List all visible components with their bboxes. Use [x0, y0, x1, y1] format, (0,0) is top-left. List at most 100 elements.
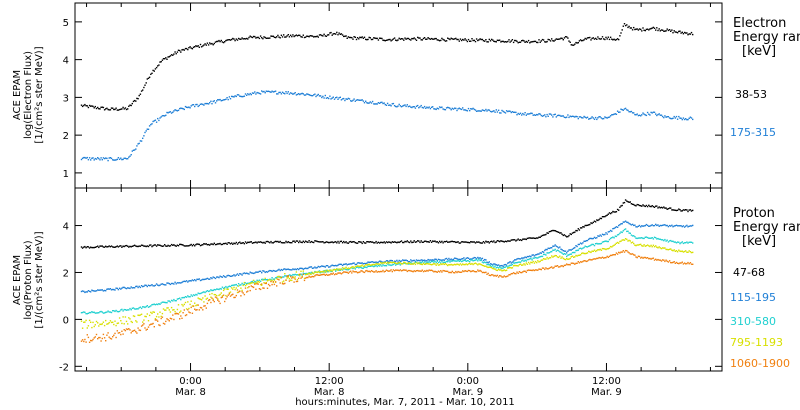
- data-point: [472, 241, 474, 243]
- data-point: [592, 221, 594, 224]
- data-point: [338, 97, 340, 99]
- data-point: [525, 271, 527, 273]
- data-point: [353, 98, 355, 100]
- data-point: [685, 225, 687, 227]
- x-tick-date: Mar. 8: [175, 387, 206, 398]
- data-point: [284, 268, 286, 270]
- data-point: [309, 266, 311, 268]
- data-point: [80, 158, 83, 161]
- data-point: [403, 39, 405, 41]
- data-point: [499, 112, 501, 114]
- data-point: [294, 241, 296, 243]
- data-point: [615, 226, 618, 228]
- data-point: [123, 108, 125, 110]
- data-point: [303, 267, 306, 270]
- data-point: [366, 39, 368, 41]
- data-point: [128, 317, 130, 319]
- data-point: [341, 272, 344, 274]
- data-point: [598, 256, 600, 259]
- data-point: [227, 98, 229, 101]
- data-point: [422, 270, 425, 273]
- data-point: [256, 279, 258, 281]
- data-point: [509, 266, 511, 269]
- data-point: [557, 250, 560, 252]
- data-point: [561, 265, 563, 267]
- data-point: [417, 259, 419, 262]
- data-point: [164, 323, 166, 325]
- data-point: [278, 36, 280, 38]
- data-point: [189, 107, 191, 109]
- data-point: [144, 84, 146, 86]
- data-point: [612, 114, 614, 116]
- data-point: [475, 271, 478, 273]
- data-point: [287, 241, 289, 243]
- data-point: [170, 299, 173, 302]
- data-point: [344, 271, 346, 273]
- data-point: [640, 237, 642, 239]
- data-point: [660, 247, 663, 250]
- data-point: [460, 258, 463, 260]
- data-point: [485, 262, 487, 264]
- data-point: [564, 250, 567, 252]
- data-point: [398, 259, 400, 262]
- data-point: [343, 35, 345, 38]
- data-point: [188, 311, 190, 313]
- data-point: [636, 256, 638, 259]
- data-point: [335, 241, 337, 243]
- data-point: [597, 243, 599, 245]
- data-point: [343, 263, 345, 266]
- data-point: [608, 212, 611, 214]
- data-point: [376, 265, 378, 268]
- data-point: [680, 250, 682, 253]
- data-point: [510, 273, 512, 275]
- data-point: [673, 115, 675, 118]
- data-point: [539, 260, 541, 263]
- data-point: [501, 40, 503, 43]
- data-point: [329, 274, 331, 276]
- data-point: [198, 309, 200, 311]
- data-point: [653, 236, 656, 238]
- data-point: [438, 259, 441, 261]
- data-point: [508, 265, 510, 267]
- data-point: [162, 301, 165, 303]
- data-point: [300, 270, 302, 272]
- data-point: [306, 273, 308, 276]
- data-point: [420, 240, 422, 242]
- data-point: [280, 268, 283, 271]
- data-point: [374, 265, 376, 267]
- data-point: [504, 263, 507, 266]
- data-point: [204, 291, 206, 294]
- data-point: [456, 109, 458, 112]
- data-point: [554, 265, 556, 267]
- data-point: [456, 241, 458, 243]
- data-point: [381, 101, 383, 103]
- data-point: [515, 264, 517, 267]
- data-point: [664, 224, 666, 226]
- data-point: [549, 257, 552, 259]
- data-point: [668, 117, 671, 119]
- data-point: [337, 98, 339, 100]
- data-point: [359, 36, 361, 38]
- data-point: [280, 34, 283, 36]
- data-point: [384, 103, 386, 106]
- data-point: [477, 269, 479, 271]
- data-point: [269, 37, 271, 39]
- data-point: [319, 265, 322, 268]
- data-point: [288, 278, 291, 280]
- data-point: [280, 276, 283, 279]
- data-point: [221, 99, 224, 102]
- data-point: [350, 263, 352, 265]
- data-point: [689, 251, 692, 253]
- data-point: [84, 103, 86, 106]
- data-point: [397, 105, 399, 107]
- data-point: [484, 265, 486, 267]
- data-point: [277, 240, 279, 243]
- data-point: [105, 108, 107, 110]
- data-point: [583, 39, 585, 41]
- data-point: [322, 273, 324, 276]
- data-point: [303, 279, 306, 282]
- data-point: [177, 245, 180, 247]
- data-point: [271, 270, 273, 273]
- data-point: [656, 246, 658, 248]
- data-point: [534, 269, 537, 271]
